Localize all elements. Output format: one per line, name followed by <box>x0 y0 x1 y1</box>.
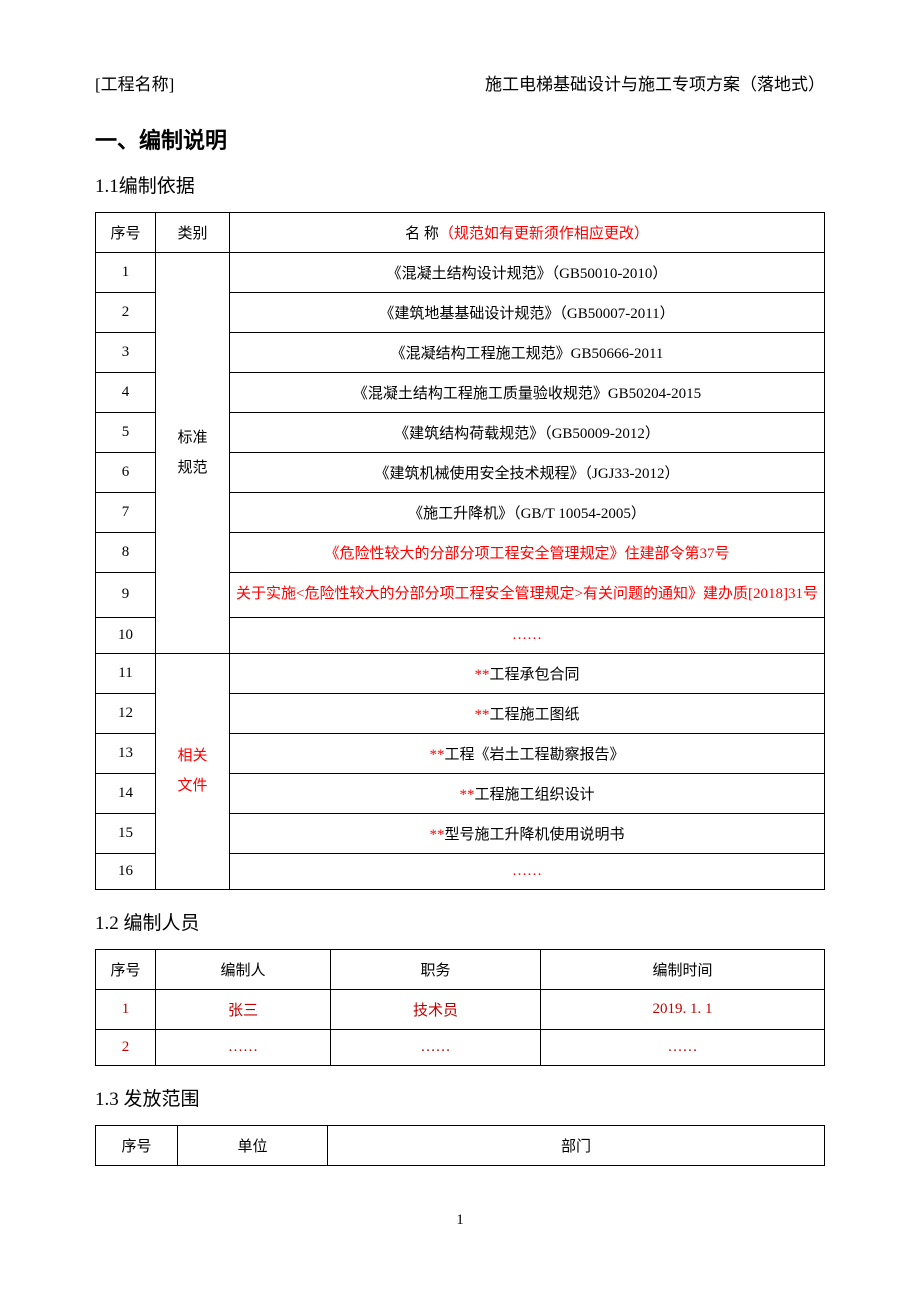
suffix: 工程承包合同 <box>489 667 579 683</box>
table-header-row: 序号 编制人 职务 编制时间 <box>96 949 825 989</box>
name-cell: …… <box>230 853 825 889</box>
name-cell: 《混凝土结构工程施工质量验收规范》GB50204-2015 <box>230 373 825 413</box>
col-name-header: 名 称（规范如有更新须作相应更改） <box>230 213 825 253</box>
suffix: 工程《岩土工程勘察报告》 <box>444 747 624 763</box>
role-cell: …… <box>331 1029 541 1065</box>
seq-cell: 4 <box>96 373 156 413</box>
author-cell: …… <box>156 1029 331 1065</box>
category-cell-files: 相关文件 <box>156 653 230 889</box>
name-cell: **工程施工组织设计 <box>230 773 825 813</box>
suffix: 型号施工升降机使用说明书 <box>444 827 624 843</box>
seq-cell: 1 <box>96 253 156 293</box>
page-number: 1 <box>95 1212 825 1229</box>
name-cell: 《建筑地基基础设计规范》（GB50007-2011） <box>230 293 825 333</box>
table-row: 1 标准规范 《混凝土结构设计规范》（GB50010-2010） <box>96 253 825 293</box>
prefix: ** <box>429 827 444 843</box>
role-cell: 技术员 <box>331 989 541 1029</box>
col-seq-header: 序号 <box>96 213 156 253</box>
seq-cell: 2 <box>96 293 156 333</box>
seq-cell: 6 <box>96 453 156 493</box>
table-row: 11 相关文件 **工程承包合同 <box>96 653 825 693</box>
section-1-1-heading: 1.1编制依据 <box>95 171 825 198</box>
seq-cell: 3 <box>96 333 156 373</box>
col-name-note: （规范如有更新须作相应更改） <box>439 226 649 242</box>
time-cell: …… <box>541 1029 825 1065</box>
document-title: 施工电梯基础设计与施工专项方案（落地式） <box>485 70 825 95</box>
seq-cell: 9 <box>96 573 156 618</box>
section-1-3-heading: 1.3 发放范围 <box>95 1084 825 1111</box>
name-cell: 《混凝结构工程施工规范》GB50666-2011 <box>230 333 825 373</box>
seq-cell: 1 <box>96 989 156 1029</box>
name-cell: …… <box>230 617 825 653</box>
col-author-header: 编制人 <box>156 949 331 989</box>
name-cell: 《建筑结构荷载规范》（GB50009-2012） <box>230 413 825 453</box>
seq-cell: 2 <box>96 1029 156 1065</box>
name-cell: **型号施工升降机使用说明书 <box>230 813 825 853</box>
author-cell: 张三 <box>156 989 331 1029</box>
col-dept-header: 部门 <box>328 1125 825 1165</box>
col-category-header: 类别 <box>156 213 230 253</box>
seq-cell: 5 <box>96 413 156 453</box>
prefix: ** <box>459 787 474 803</box>
name-cell: 《危险性较大的分部分项工程安全管理规定》住建部令第37号 <box>230 533 825 573</box>
name-cell: 《施工升降机》（GB/T 10054-2005） <box>230 493 825 533</box>
distribution-table: 序号 单位 部门 <box>95 1125 825 1166</box>
basis-table: 序号 类别 名 称（规范如有更新须作相应更改） 1 标准规范 《混凝土结构设计规… <box>95 212 825 890</box>
suffix: 工程施工组织设计 <box>474 787 594 803</box>
name-cell: 关于实施<危险性较大的分部分项工程安全管理规定>有关问题的通知》建办质[2018… <box>230 573 825 618</box>
prefix: ** <box>474 667 489 683</box>
personnel-table: 序号 编制人 职务 编制时间 1 张三 技术员 2019. 1. 1 2 …… … <box>95 949 825 1066</box>
section-1-2-heading: 1.2 编制人员 <box>95 908 825 935</box>
col-name-prefix: 名 称 <box>405 226 439 242</box>
prefix: ** <box>429 747 444 763</box>
table-header-row: 序号 单位 部门 <box>96 1125 825 1165</box>
name-cell: **工程承包合同 <box>230 653 825 693</box>
table-row: 1 张三 技术员 2019. 1. 1 <box>96 989 825 1029</box>
col-unit-header: 单位 <box>178 1125 328 1165</box>
seq-cell: 12 <box>96 693 156 733</box>
seq-cell: 16 <box>96 853 156 889</box>
col-seq-header: 序号 <box>96 1125 178 1165</box>
col-role-header: 职务 <box>331 949 541 989</box>
project-name-label: [工程名称] <box>95 70 174 95</box>
seq-cell: 11 <box>96 653 156 693</box>
table-header-row: 序号 类别 名 称（规范如有更新须作相应更改） <box>96 213 825 253</box>
seq-cell: 14 <box>96 773 156 813</box>
seq-cell: 7 <box>96 493 156 533</box>
col-seq-header: 序号 <box>96 949 156 989</box>
name-cell: **工程施工图纸 <box>230 693 825 733</box>
name-cell: **工程《岩土工程勘察报告》 <box>230 733 825 773</box>
col-time-header: 编制时间 <box>541 949 825 989</box>
seq-cell: 15 <box>96 813 156 853</box>
category-cell-standards: 标准规范 <box>156 253 230 654</box>
table-row: 2 …… …… …… <box>96 1029 825 1065</box>
name-cell: 《混凝土结构设计规范》（GB50010-2010） <box>230 253 825 293</box>
page-header: [工程名称] 施工电梯基础设计与施工专项方案（落地式） <box>95 70 825 95</box>
seq-cell: 8 <box>96 533 156 573</box>
suffix: 工程施工图纸 <box>489 707 579 723</box>
seq-cell: 10 <box>96 617 156 653</box>
section-1-heading: 一、编制说明 <box>95 123 825 155</box>
seq-cell: 13 <box>96 733 156 773</box>
name-cell: 《建筑机械使用安全技术规程》（JGJ33-2012） <box>230 453 825 493</box>
time-cell: 2019. 1. 1 <box>541 989 825 1029</box>
prefix: ** <box>474 707 489 723</box>
